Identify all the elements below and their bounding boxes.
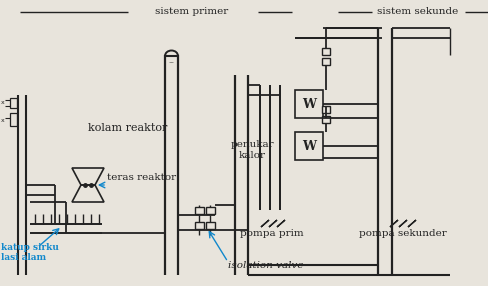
Bar: [295, 90, 323, 118]
Bar: [195, 222, 204, 229]
Bar: [163, 56, 180, 62]
Bar: [295, 132, 323, 160]
Text: kolam reaktor: kolam reaktor: [88, 123, 167, 133]
Text: x: x: [1, 118, 5, 122]
Bar: [10, 98, 17, 108]
Bar: [322, 116, 330, 123]
Text: pompa sekunder: pompa sekunder: [359, 229, 447, 237]
Bar: [10, 113, 17, 126]
Text: penukar
kalor: penukar kalor: [230, 140, 274, 160]
Text: teras reaktor: teras reaktor: [107, 172, 176, 182]
Bar: [206, 222, 215, 229]
Ellipse shape: [165, 51, 178, 61]
Text: sistem sekunde: sistem sekunde: [377, 7, 459, 17]
Bar: [322, 58, 330, 65]
Text: katup sirku
lasi alam: katup sirku lasi alam: [1, 243, 59, 262]
Text: W: W: [302, 140, 316, 152]
Bar: [206, 207, 215, 214]
Text: isolation valve: isolation valve: [228, 261, 304, 269]
Bar: [322, 106, 330, 113]
Text: x: x: [1, 100, 5, 104]
Bar: [195, 207, 204, 214]
Text: W: W: [302, 98, 316, 110]
Bar: [322, 48, 330, 55]
Text: pompa prim: pompa prim: [240, 229, 304, 237]
Text: sistem primer: sistem primer: [155, 7, 228, 17]
